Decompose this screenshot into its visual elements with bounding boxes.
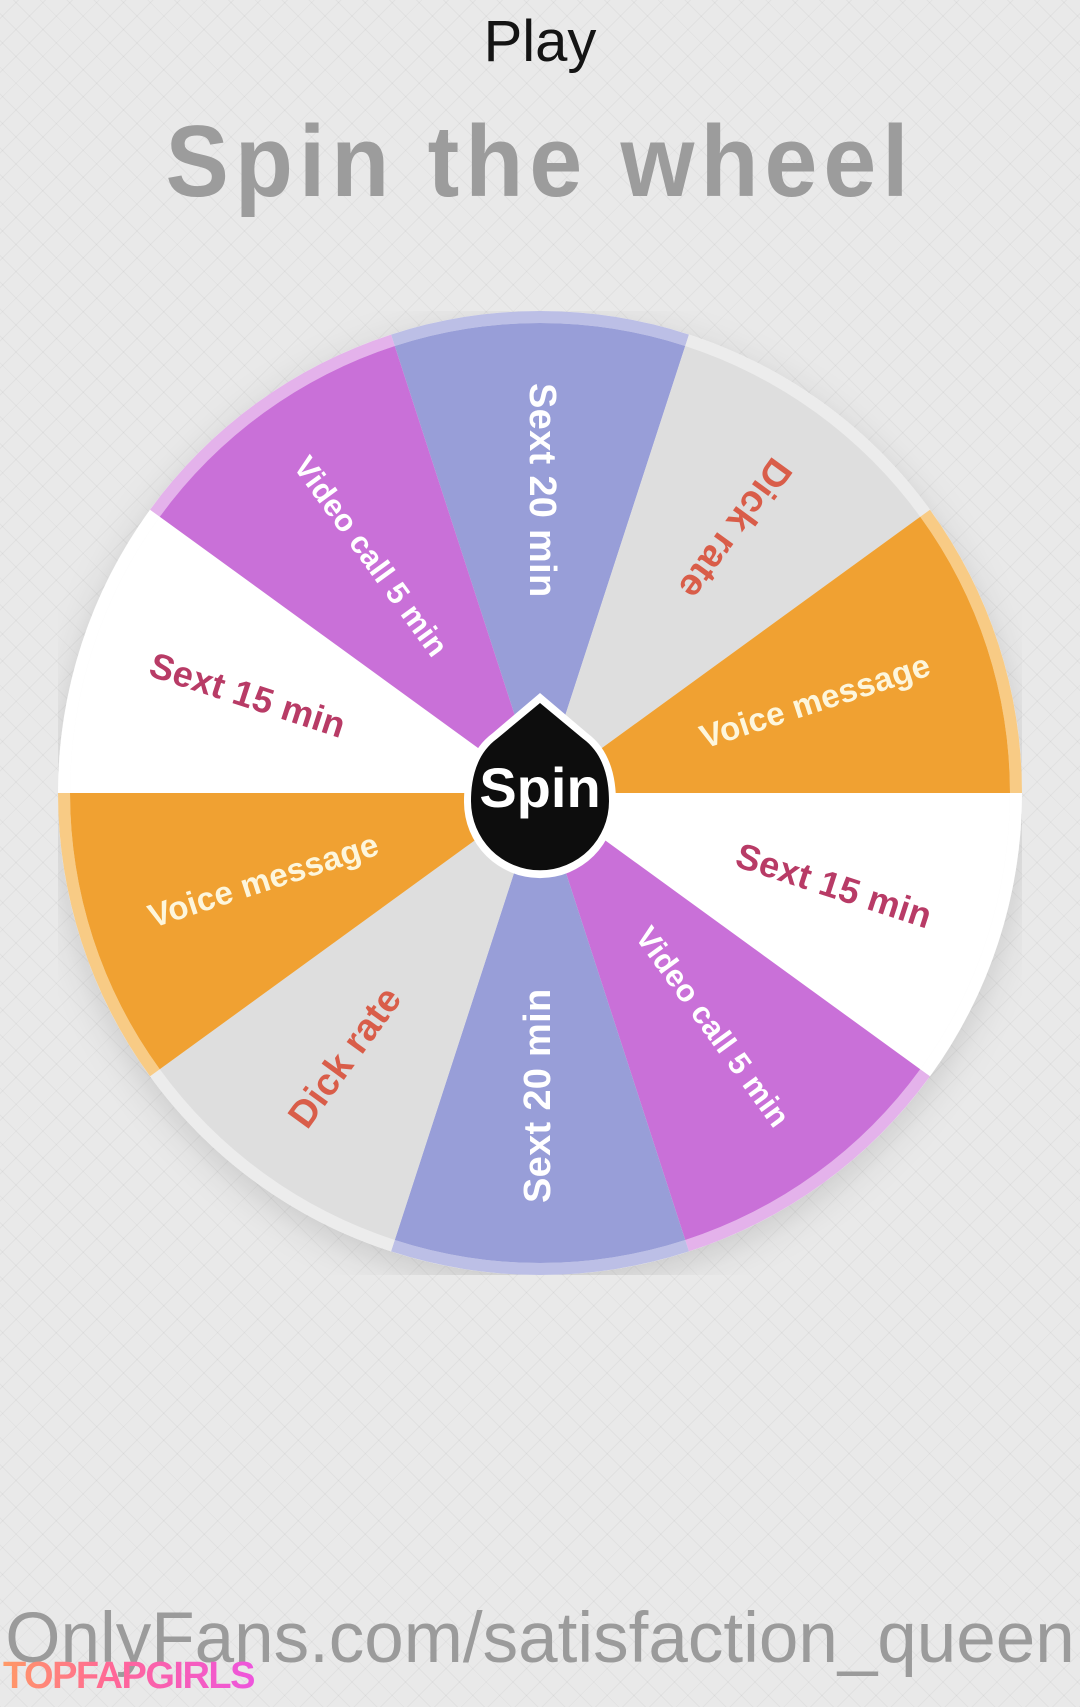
svg-text:Spin: Spin [479, 756, 600, 819]
svg-text:Sext 20 min: Sext 20 min [521, 383, 563, 598]
svg-text:Sext 20 min: Sext 20 min [517, 988, 559, 1203]
